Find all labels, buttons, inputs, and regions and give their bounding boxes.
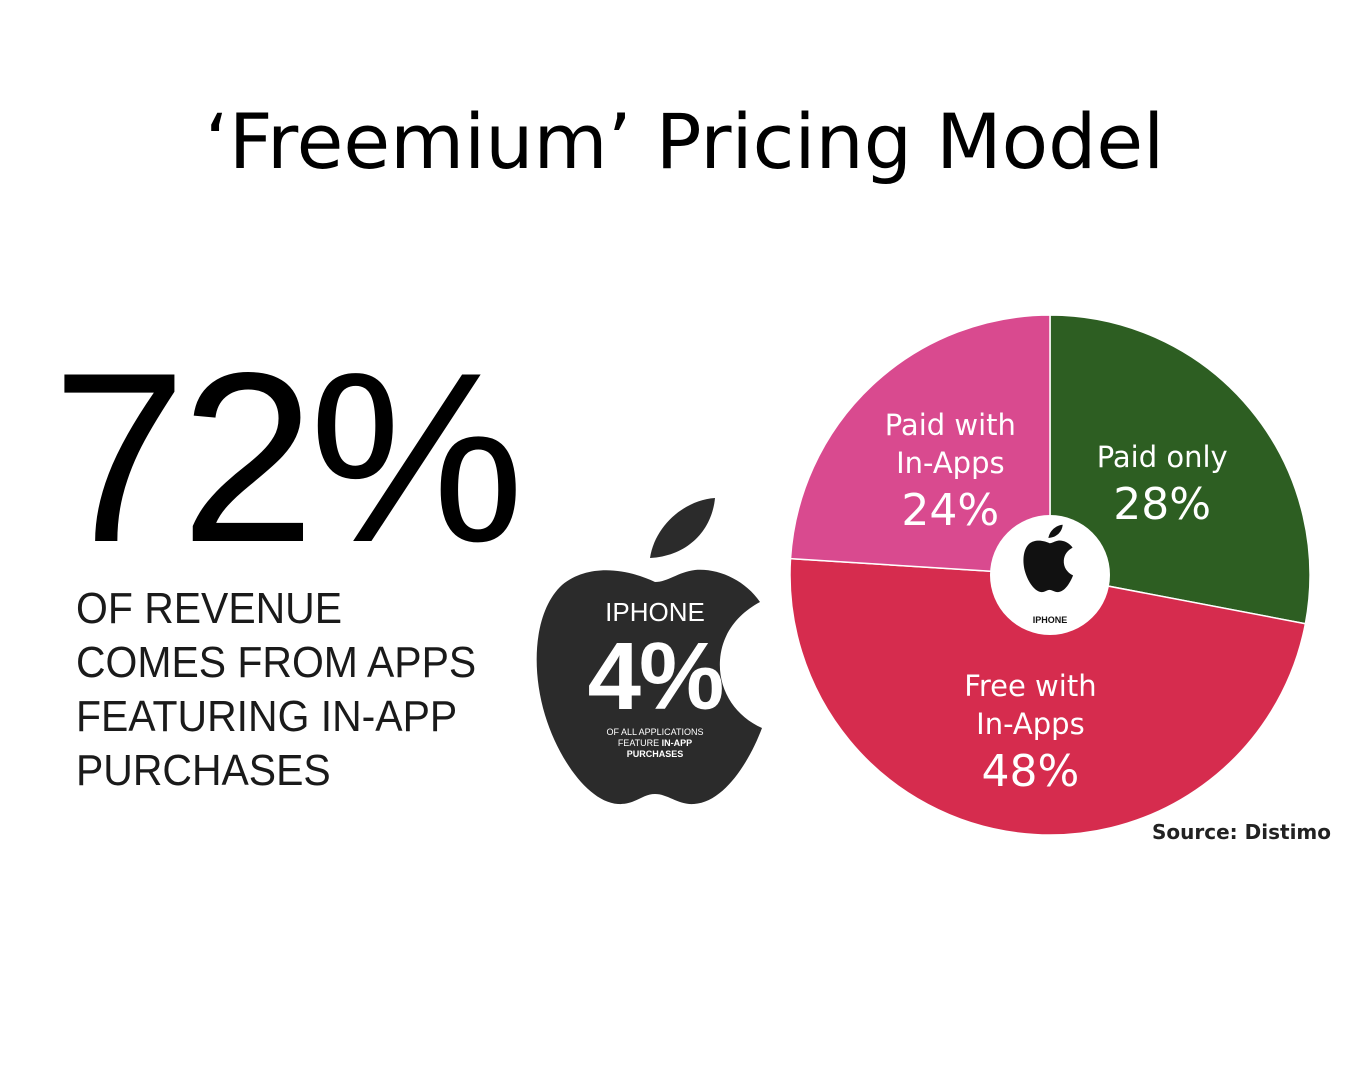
big-stat-value: 72% xyxy=(52,323,524,593)
pie-chart: Paid only 28% Free with In-Apps 48% Paid with… xyxy=(790,300,1320,840)
center-apple-body-icon xyxy=(1023,540,1074,593)
apple-badge-caption-1: OF ALL APPLICATIONS xyxy=(606,727,704,737)
apple-body-icon xyxy=(536,569,762,805)
pie-slice xyxy=(790,314,1051,576)
pie-center-label: IPHONE xyxy=(1033,615,1068,625)
revenue-line: PURCHASES xyxy=(76,746,331,795)
apple-badge-caption-2: FEATURE IN-APP xyxy=(555,738,755,749)
pie-slice-value: 24% xyxy=(901,485,999,536)
pie-slice-value: 48% xyxy=(982,746,1080,797)
apple-leaf-icon xyxy=(650,498,715,558)
revenue-line: OF REVENUE xyxy=(76,584,343,633)
pie-slice-label-line: Free with xyxy=(964,669,1096,703)
pie-slice-label: Free with In-Apps 48% xyxy=(964,669,1096,797)
pie-slice xyxy=(790,557,1307,836)
pie-slice-label: Paid with In-Apps 24% xyxy=(885,408,1016,536)
apple-badge-text: IPHONE 4% OF ALL APPLICATIONS FEATURE IN… xyxy=(555,597,755,760)
pie-slice xyxy=(1049,314,1311,625)
center-apple-leaf-icon xyxy=(1048,524,1063,538)
pie-slice-label-line: In-Apps xyxy=(976,707,1085,741)
center-apple-icon xyxy=(1023,524,1074,593)
revenue-description: OF REVENUE COMES FROM APPS FEATURING IN-… xyxy=(76,582,476,798)
apple-logo-icon xyxy=(536,498,762,805)
apple-badge-caption-2-bold: IN-APP xyxy=(661,738,693,748)
apple-badge-value: 4% xyxy=(587,623,725,730)
pie-chart-svg: Paid only 28% Free with In-Apps 48% Paid with… xyxy=(790,314,1311,836)
revenue-line: FEATURING IN-APP xyxy=(76,692,458,741)
apple-badge-label: IPHONE xyxy=(605,597,705,627)
pie-slice-label: Paid only 28% xyxy=(1097,440,1228,530)
revenue-line: COMES FROM APPS xyxy=(76,638,477,687)
chart-source: Source: Distimo xyxy=(1152,820,1331,844)
pie-slice-label-line: Paid only xyxy=(1097,440,1228,474)
pie-slice-label-line: Paid with xyxy=(885,408,1016,442)
slide-title: ‘Freemium’ Pricing Model xyxy=(204,97,1165,186)
pie-slice-value: 28% xyxy=(1113,479,1211,530)
pie-slice-label-line: In-Apps xyxy=(896,446,1005,480)
apple-badge-caption-2-prefix: FEATURE xyxy=(617,738,662,748)
apple-badge-caption-3: PURCHASES xyxy=(626,749,684,759)
